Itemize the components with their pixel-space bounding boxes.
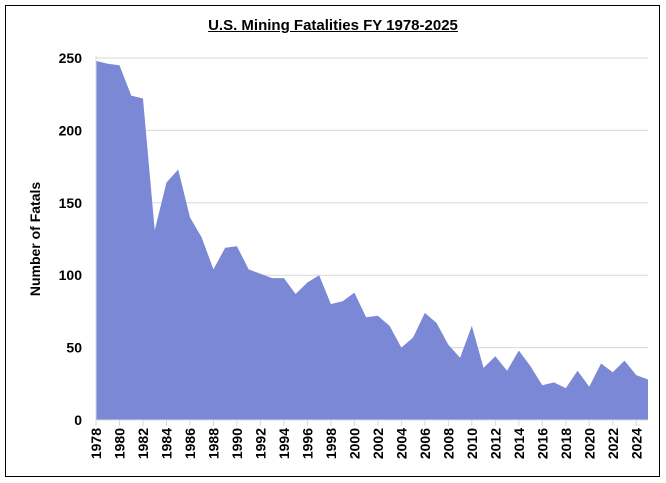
x-tick-label: 1996 <box>299 428 315 459</box>
x-tick-label: 1990 <box>229 428 245 459</box>
y-tick-label: 50 <box>66 340 82 356</box>
area-series <box>96 60 648 421</box>
x-tick-label: 1982 <box>135 428 151 459</box>
x-tick-label: 2016 <box>534 428 550 459</box>
y-tick-label: 100 <box>59 267 83 283</box>
chart-title: U.S. Mining Fatalities FY 1978-2025 <box>208 17 458 34</box>
x-tick-label: 2018 <box>558 428 574 459</box>
x-tick-label: 2010 <box>464 428 480 459</box>
x-tick-label: 2008 <box>440 428 456 459</box>
x-tick-label: 2020 <box>581 428 597 459</box>
y-tick-label: 250 <box>59 50 83 66</box>
y-tick-label: 0 <box>74 412 82 428</box>
x-tick-label: 2000 <box>346 428 362 459</box>
y-tick-label: 150 <box>59 195 83 211</box>
x-tick-label: 1994 <box>276 428 292 459</box>
x-tick-label: 1980 <box>111 428 127 459</box>
y-tick-label: 200 <box>59 122 83 138</box>
x-tick-label: 2022 <box>605 428 621 459</box>
x-tick-label: 1984 <box>158 428 174 459</box>
x-tick-label: 2012 <box>487 428 503 459</box>
y-axis-label: Number of Fatals <box>27 182 43 297</box>
x-tick-label: 2024 <box>628 428 644 459</box>
x-tick-label: 1986 <box>182 428 198 459</box>
x-tick-label: 2014 <box>511 428 527 459</box>
x-tick-label: 2002 <box>370 428 386 459</box>
x-tick-label: 1978 <box>88 428 104 459</box>
x-tick-label: 2004 <box>393 428 409 459</box>
x-tick-label: 2006 <box>417 428 433 459</box>
x-tick-label: 1998 <box>323 428 339 459</box>
x-tick-label: 1992 <box>252 428 268 459</box>
x-tick-label: 1988 <box>205 428 221 459</box>
chart-frame <box>5 5 660 477</box>
